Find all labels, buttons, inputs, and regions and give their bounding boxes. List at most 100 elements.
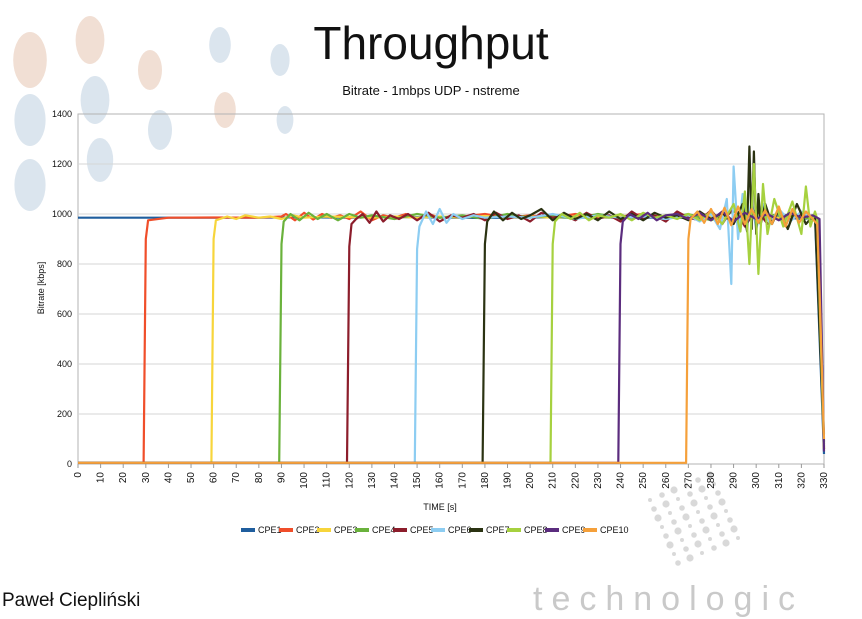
x-tick-label: 210	[548, 472, 559, 489]
series-line-cpe2	[78, 210, 826, 464]
bg-dot	[700, 551, 704, 555]
bg-dot	[672, 552, 676, 556]
bg-dot	[704, 496, 708, 500]
bg-dot	[276, 106, 294, 134]
bg-dot	[679, 505, 685, 511]
legend-swatch	[469, 528, 483, 532]
x-tick-label: 150	[412, 472, 423, 489]
x-tick-label: 200	[525, 472, 536, 489]
bg-dot	[711, 545, 717, 551]
chart-subtitle: Bitrate - 1mbps UDP - nstreme	[342, 83, 519, 98]
y-tick-label: 200	[57, 409, 72, 419]
legend-label: CPE1	[258, 525, 282, 535]
x-tick-label: 190	[503, 472, 514, 489]
legend-swatch	[355, 528, 369, 532]
bg-dot	[662, 500, 670, 508]
bg-dot	[724, 509, 728, 513]
x-axis-label: TIME [s]	[423, 502, 457, 512]
x-tick-label: 320	[796, 472, 807, 489]
x-tick-label: 170	[457, 472, 468, 489]
bg-dot	[730, 525, 738, 533]
bg-dot	[671, 519, 677, 525]
bg-dot	[668, 511, 672, 515]
bg-dot	[690, 499, 698, 507]
y-tick-label: 400	[57, 359, 72, 369]
bg-dot	[648, 498, 652, 502]
bg-dot	[674, 527, 682, 535]
bg-dot	[716, 523, 720, 527]
bg-dot	[696, 510, 700, 514]
legend-swatch	[545, 528, 559, 532]
series-line-cpe7	[78, 145, 826, 464]
bg-dot	[675, 560, 681, 566]
legend-label: CPE9	[562, 525, 586, 535]
brand-logo: technologic	[533, 580, 805, 618]
x-tick-label: 300	[751, 472, 762, 489]
x-tick-label: 50	[186, 472, 197, 484]
bg-dot	[718, 498, 726, 506]
slide-title: Throughput	[313, 17, 549, 69]
grid	[77, 113, 825, 465]
y-tick-label: 1400	[52, 109, 72, 119]
bg-dot	[14, 159, 46, 211]
x-ticks: 0 10 20 30 40 50 60 70 80 90 100 110 120 130 140 150 160…	[73, 464, 830, 489]
legend-swatch	[279, 528, 293, 532]
series-line-cpe3	[78, 214, 826, 464]
bg-dot	[698, 485, 706, 493]
bg-dot	[148, 110, 172, 150]
bg-dot	[14, 94, 46, 146]
bg-dot	[660, 525, 664, 529]
legend-swatch	[317, 528, 331, 532]
bg-dot	[695, 477, 701, 483]
bg-dot	[706, 471, 714, 479]
bg-dot	[270, 44, 290, 76]
bg-dot	[651, 506, 657, 512]
x-tick-label: 30	[141, 472, 152, 484]
x-tick-label: 310	[774, 472, 785, 489]
x-tick-label: 140	[389, 472, 400, 489]
bg-dot	[138, 50, 162, 90]
x-tick-label: 180	[480, 472, 491, 489]
bg-dot	[699, 518, 705, 524]
legend-label: CPE7	[486, 525, 510, 535]
x-tick-label: 260	[661, 472, 672, 489]
legend: CPE1 CPE2 CPE3 CPE4 CPE5 CPE6 CPE7 CPE8 CPE9 CPE1…	[241, 525, 629, 535]
bg-dot	[686, 554, 694, 562]
y-tick-label: 800	[57, 259, 72, 269]
x-tick-label: 60	[209, 472, 220, 484]
bg-dot	[659, 492, 665, 498]
series-line-cpe4	[78, 210, 826, 464]
x-tick-label: 80	[254, 472, 265, 484]
bg-dot	[654, 514, 662, 522]
legend-swatch	[431, 528, 445, 532]
bg-dot	[209, 27, 231, 63]
bg-dot	[710, 512, 718, 520]
bg-dot	[682, 513, 690, 521]
x-tick-label: 90	[276, 472, 287, 484]
x-tick-label: 40	[163, 472, 174, 484]
bg-dot	[736, 536, 740, 540]
legend-label: CPE3	[334, 525, 358, 535]
bg-dot	[719, 531, 725, 537]
bg-dot	[712, 482, 716, 486]
bg-dot	[80, 76, 110, 124]
bg-dot	[687, 491, 693, 497]
bg-dot	[688, 524, 692, 528]
series-line-cpe5	[78, 205, 826, 464]
author-name: Paweł Ciepliński	[2, 590, 141, 611]
bg-dot	[680, 538, 684, 542]
x-tick-label: 290	[729, 472, 740, 489]
x-tick-label: 160	[435, 472, 446, 489]
y-axis-label: Bitrate [kbps]	[36, 262, 46, 315]
series-lines	[78, 145, 826, 464]
bg-dot	[702, 526, 710, 534]
legend-swatch	[507, 528, 521, 532]
bg-dot	[707, 504, 713, 510]
bg-dot	[13, 32, 47, 88]
bg-dot	[676, 497, 680, 501]
y-tick-label: 1000	[52, 209, 72, 219]
legend-swatch	[241, 528, 255, 532]
bg-dot	[727, 517, 733, 523]
